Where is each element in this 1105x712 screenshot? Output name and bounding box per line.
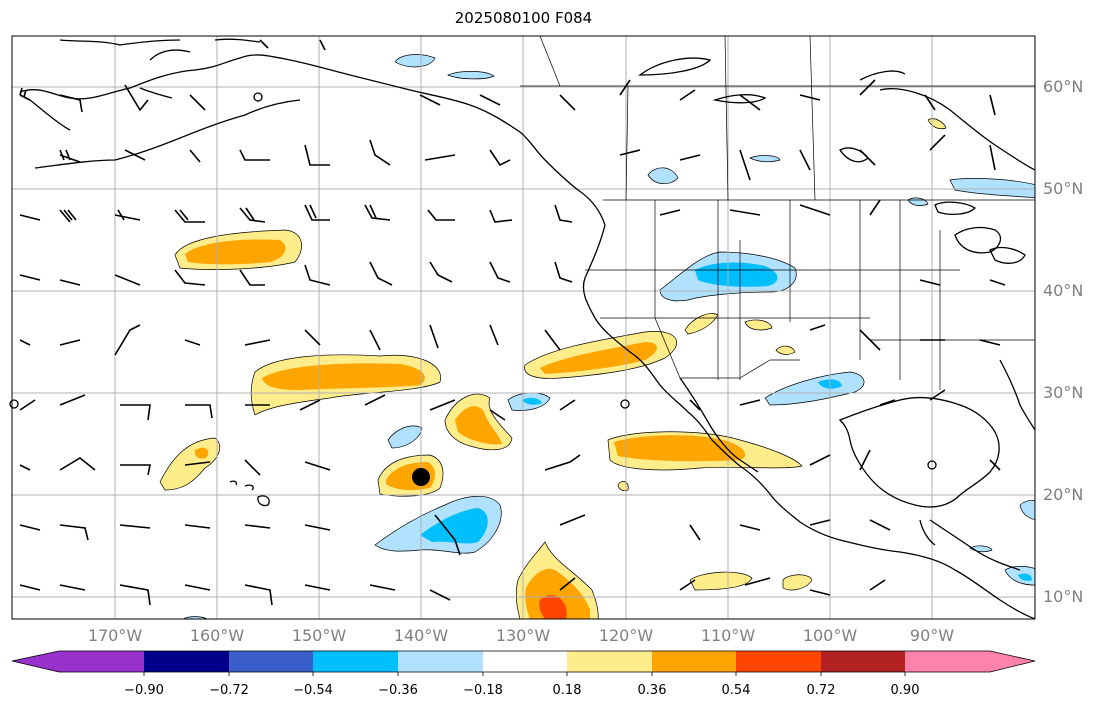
- lon-label-130w: 130°W: [495, 626, 551, 645]
- lon-label-110w: 110°W: [700, 626, 756, 645]
- colorbar-segment: [144, 651, 229, 672]
- lat-label-30n: 30°N: [1043, 383, 1084, 402]
- coastlines: [19, 38, 1035, 619]
- colorbar-tick-label: 0.72: [806, 683, 836, 698]
- colorbar-tick-label: −0.90: [124, 683, 164, 698]
- colorbar-tick-label: 0.54: [721, 683, 751, 698]
- colorbar-segment: [59, 651, 144, 672]
- lon-label-120w: 120°W: [598, 626, 654, 645]
- colorbar-tick-label: −0.54: [293, 683, 333, 698]
- wind-barbs: [19, 39, 1006, 606]
- colorbar-segment: [821, 651, 905, 672]
- colorbar: [11, 650, 1036, 676]
- colorbar-tick-label: −0.36: [378, 683, 418, 698]
- colorbar-segment: [567, 651, 652, 672]
- map-title: 2025080100 F084: [454, 9, 593, 27]
- political-borders: [520, 36, 1035, 390]
- lat-label-50n: 50°N: [1043, 179, 1084, 198]
- colorbar-segment: [652, 651, 736, 672]
- colorbar-tick-label: −0.72: [209, 683, 249, 698]
- colorbar-over-triangle: [990, 651, 1035, 672]
- colorbar-segment: [483, 651, 567, 672]
- calm-wind-markers: [9, 92, 937, 470]
- colorbar-under-triangle: [12, 651, 59, 672]
- colorbar-segment: [905, 651, 990, 672]
- colorbar-tick-label: 0.36: [637, 683, 667, 698]
- colorbar-segment: [229, 651, 313, 672]
- lat-label-10n: 10°N: [1043, 587, 1084, 606]
- colorbar-segment: [313, 651, 398, 672]
- lon-label-100w: 100°W: [802, 626, 858, 645]
- lon-label-150w: 150°W: [291, 626, 347, 645]
- lat-label-40n: 40°N: [1043, 281, 1084, 300]
- colorbar-tick-label: 0.18: [552, 683, 582, 698]
- anomaly-fields: [159, 54, 1035, 619]
- colorbar-tick-label: −0.18: [463, 683, 503, 698]
- lon-label-170w: 170°W: [87, 626, 143, 645]
- gridlines: [12, 36, 1035, 619]
- map-frame: [11, 35, 1036, 620]
- lat-label-20n: 20°N: [1043, 485, 1084, 504]
- colorbar-segment: [398, 651, 483, 672]
- lon-label-90w: 90°W: [909, 626, 955, 645]
- storm-center-marker: [412, 468, 430, 486]
- colorbar-outline: [11, 650, 1036, 673]
- lon-label-160w: 160°W: [189, 626, 245, 645]
- positive-anomaly-regions: [159, 118, 947, 619]
- colorbar-segment: [736, 651, 821, 672]
- lat-label-60n: 60°N: [1043, 77, 1084, 96]
- lon-label-140w: 140°W: [393, 626, 449, 645]
- colorbar-tick-label: 0.90: [890, 683, 920, 698]
